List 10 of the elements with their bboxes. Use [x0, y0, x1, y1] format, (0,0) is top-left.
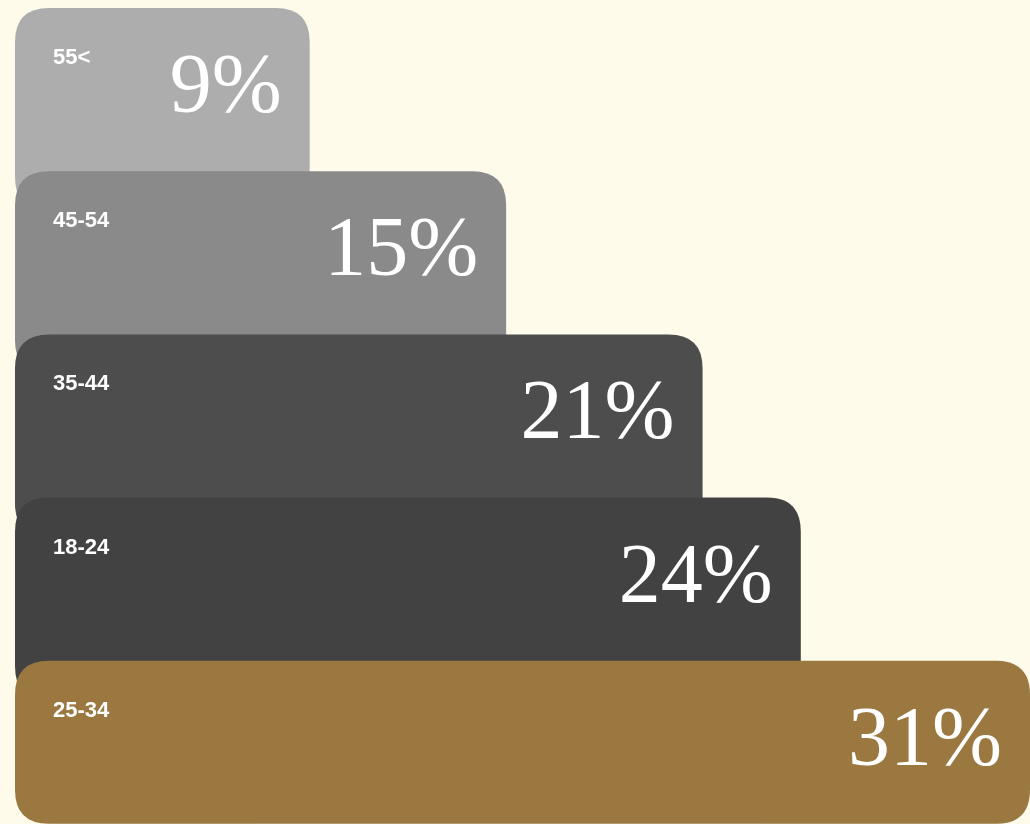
data-label: 21%: [520, 363, 675, 457]
y-tick-label: 18-24: [53, 533, 111, 559]
data-label: 31%: [848, 689, 1002, 783]
y-tick-label: 35-44: [53, 370, 111, 396]
data-label: 24%: [618, 526, 773, 620]
y-tick-label: 25-34: [53, 696, 111, 722]
y-tick-label: 55<: [53, 44, 91, 69]
data-label: 15%: [324, 200, 479, 294]
data-label: 9%: [169, 37, 282, 130]
y-tick-label: 45-54: [53, 207, 111, 233]
